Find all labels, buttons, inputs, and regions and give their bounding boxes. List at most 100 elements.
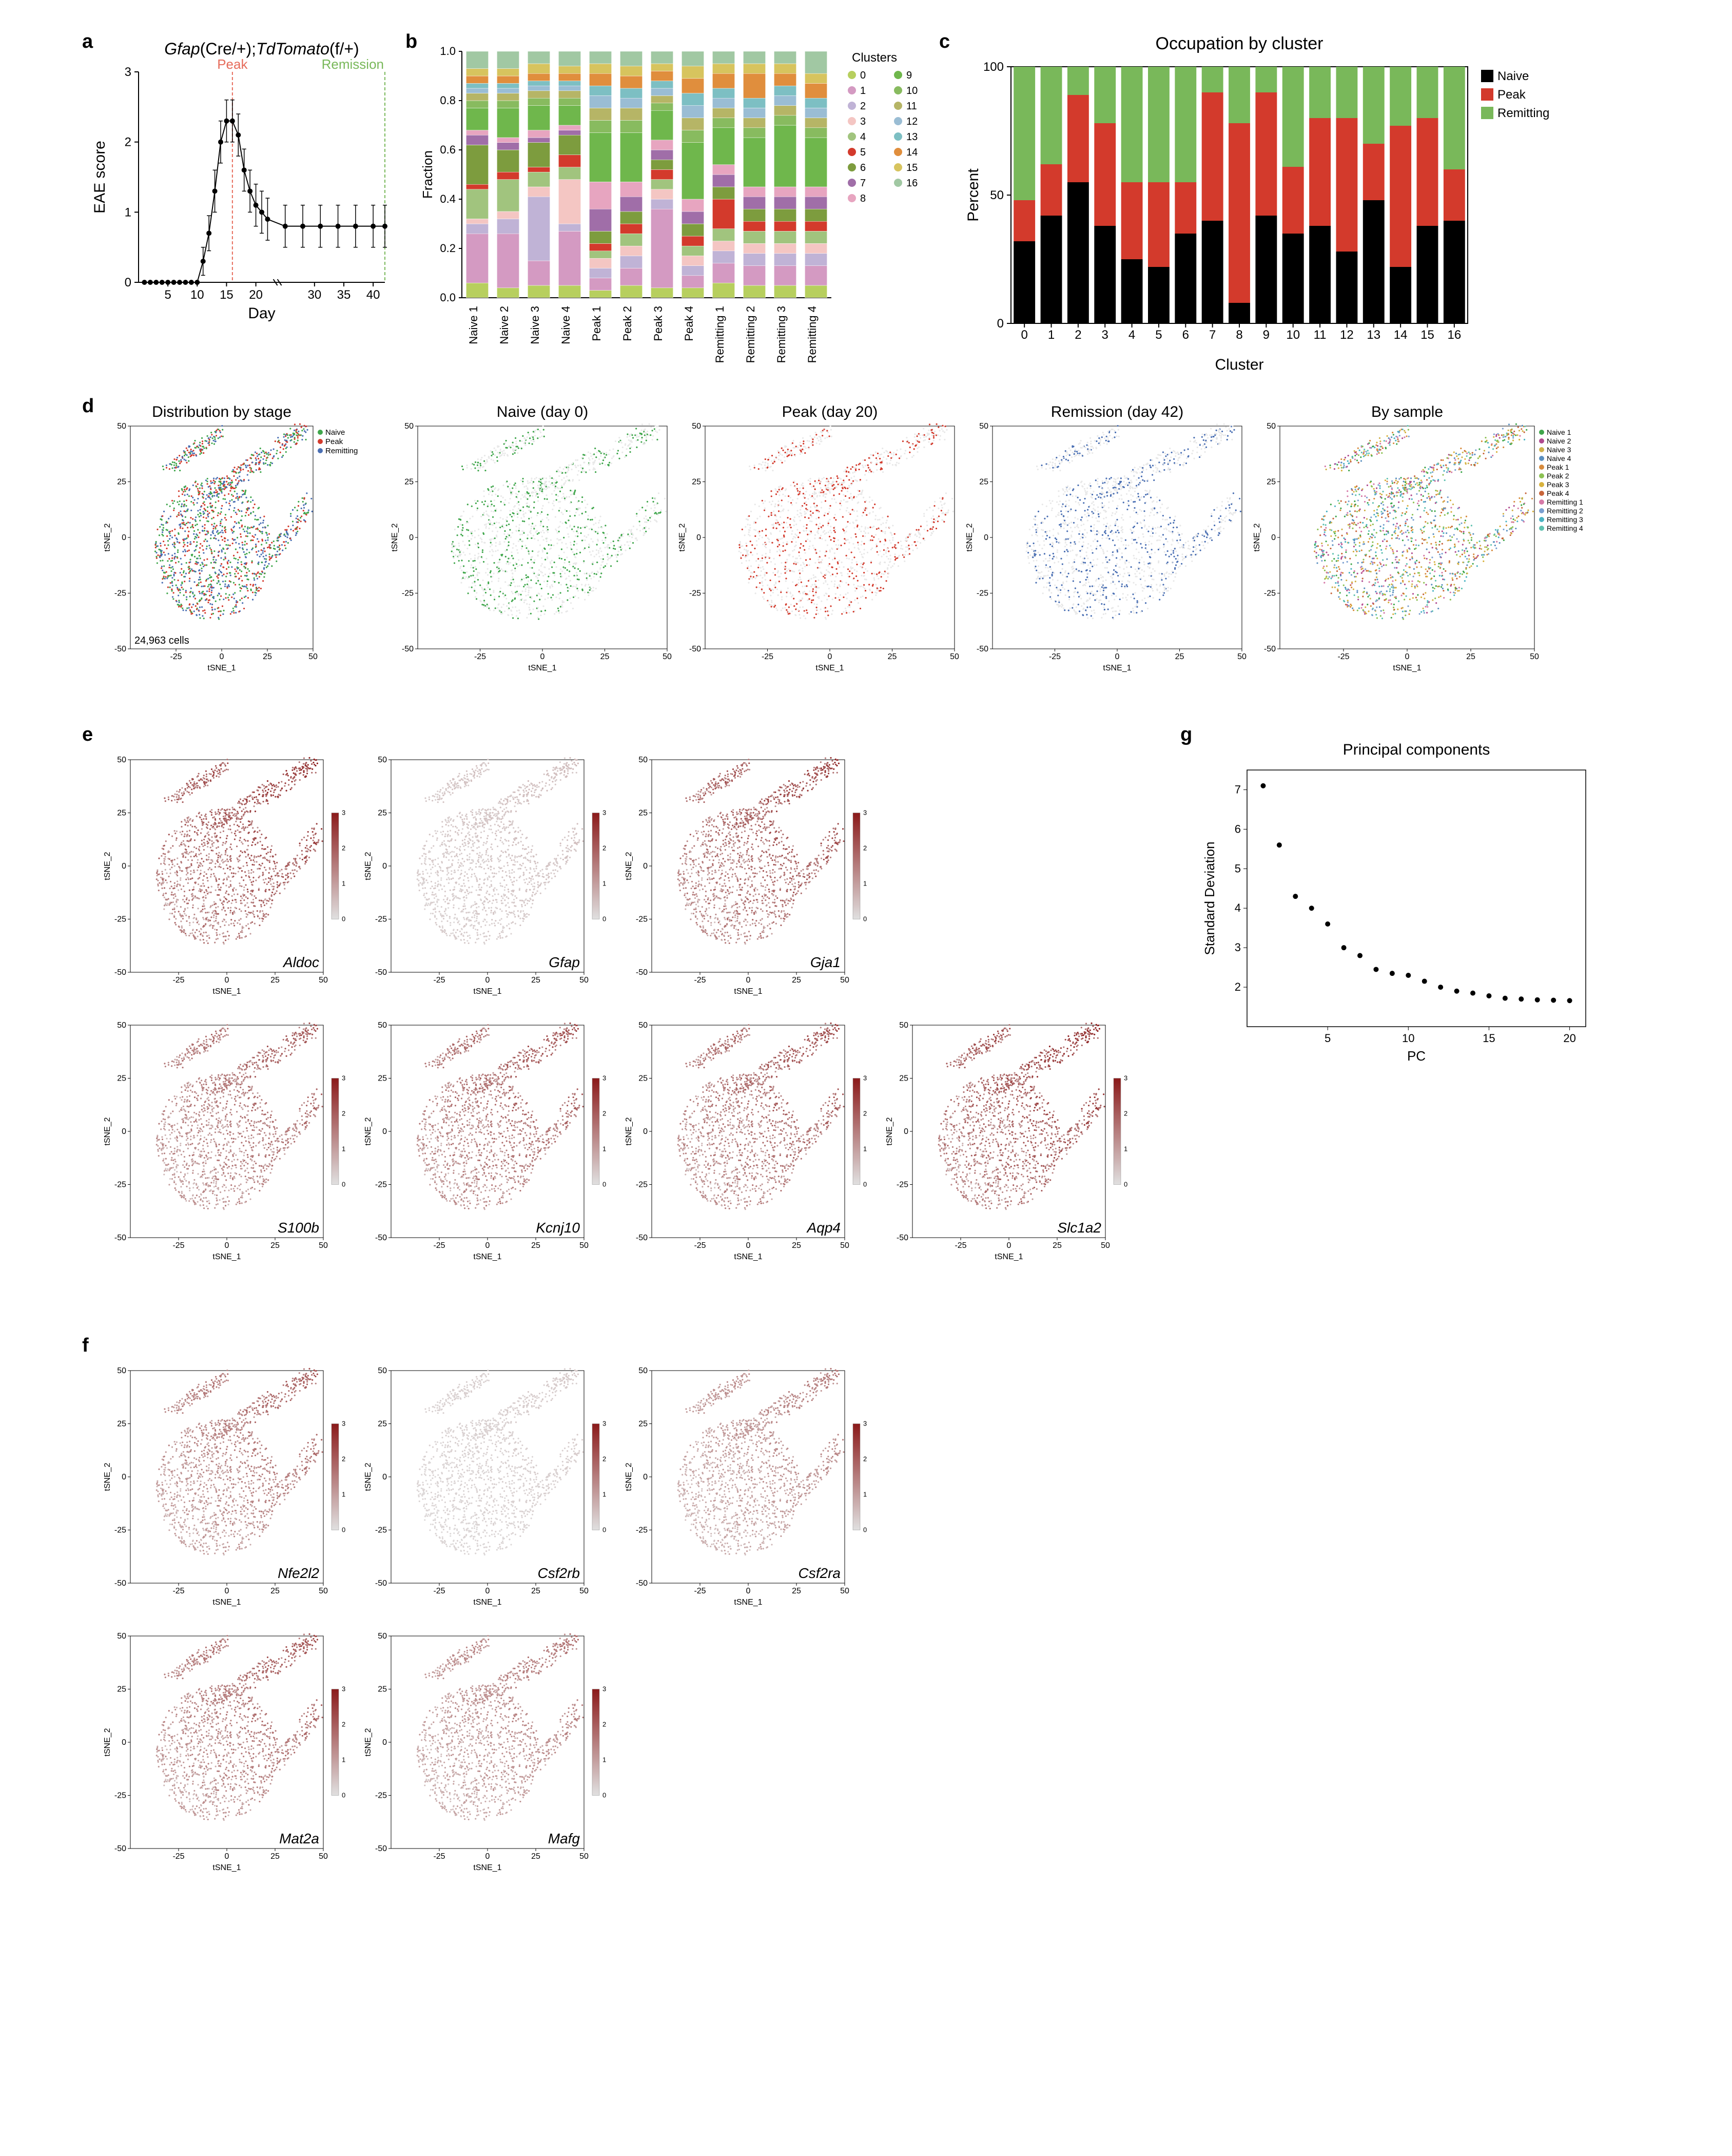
svg-text:9: 9 — [906, 70, 912, 81]
svg-text:-50: -50 — [689, 645, 701, 653]
svg-text:10: 10 — [1286, 328, 1300, 342]
svg-text:2: 2 — [125, 136, 131, 149]
panel-d-container: Distribution by stage -25 0 25 50 -50 -25 0 25 50… — [103, 406, 1632, 693]
svg-text:14: 14 — [1394, 328, 1408, 342]
svg-text:Peak 2: Peak 2 — [621, 306, 634, 341]
svg-text:-25: -25 — [762, 652, 773, 661]
svg-text:7: 7 — [860, 178, 866, 189]
svg-text:10: 10 — [906, 85, 918, 97]
svg-text:Remitting 2: Remitting 2 — [744, 306, 757, 363]
svg-text:0.8: 0.8 — [440, 94, 456, 107]
svg-text:14: 14 — [906, 147, 918, 158]
svg-text:16: 16 — [1447, 328, 1461, 342]
svg-text:25: 25 — [404, 478, 414, 487]
svg-text:15: 15 — [220, 288, 233, 302]
svg-text:Clusters: Clusters — [852, 51, 897, 65]
svg-text:12: 12 — [906, 116, 918, 127]
svg-text:-25: -25 — [474, 652, 486, 661]
svg-text:Remitting 1: Remitting 1 — [713, 306, 726, 363]
svg-text:0: 0 — [540, 652, 545, 661]
svg-text:1: 1 — [1048, 328, 1055, 342]
svg-text:0: 0 — [696, 533, 701, 542]
svg-text:11: 11 — [906, 101, 917, 112]
svg-text:3: 3 — [125, 65, 131, 79]
svg-text:tSNE_1: tSNE_1 — [528, 664, 556, 672]
svg-text:2: 2 — [1075, 328, 1081, 342]
svg-text:Naive 1: Naive 1 — [467, 306, 480, 344]
svg-text:Peak (day 20): Peak (day 20) — [782, 406, 878, 420]
figure-container: a b c d e g f Gfap(Cre/+);TdTomato(f/+)P… — [0, 0, 1732, 2156]
svg-text:0: 0 — [828, 652, 832, 661]
svg-text:50: 50 — [117, 422, 126, 431]
panel-g-chart: Principal components5101520234567PCStand… — [1201, 739, 1601, 1068]
svg-text:Occupation by cluster: Occupation by cluster — [1156, 34, 1324, 53]
svg-text:0: 0 — [409, 533, 414, 542]
svg-text:Naive 3: Naive 3 — [529, 306, 541, 344]
svg-text:5: 5 — [1155, 328, 1162, 342]
svg-text:5: 5 — [164, 288, 171, 302]
svg-text:tSNE_2: tSNE_2 — [678, 523, 687, 551]
svg-text:Remitting: Remitting — [325, 447, 358, 455]
panel-a-chart: Gfap(Cre/+);TdTomato(f/+)PeakRemission01… — [92, 41, 400, 329]
svg-text:Fraction: Fraction — [421, 150, 435, 199]
svg-text:0.2: 0.2 — [440, 242, 456, 255]
svg-text:3: 3 — [860, 116, 866, 127]
panel-label-d: d — [82, 395, 94, 417]
svg-text:Peak 1: Peak 1 — [590, 306, 603, 341]
svg-text:Remitting 4: Remitting 4 — [806, 306, 819, 363]
svg-text:0: 0 — [220, 652, 224, 661]
svg-text:tSNE_2: tSNE_2 — [103, 523, 112, 551]
svg-text:-50: -50 — [114, 645, 126, 653]
svg-text:25: 25 — [692, 478, 701, 487]
svg-text:Remitting 3: Remitting 3 — [775, 306, 788, 363]
svg-text:Percent: Percent — [965, 168, 982, 222]
svg-text:Naive (day 0): Naive (day 0) — [497, 406, 588, 420]
svg-text:50: 50 — [692, 422, 701, 431]
svg-text:1: 1 — [860, 85, 866, 97]
svg-text:20: 20 — [249, 288, 263, 302]
svg-text:50: 50 — [663, 652, 672, 661]
svg-text:EAE score: EAE score — [92, 141, 108, 214]
svg-text:-25: -25 — [170, 652, 182, 661]
svg-text:6: 6 — [860, 162, 866, 174]
svg-text:Peak 4: Peak 4 — [683, 306, 695, 341]
svg-text:Cluster: Cluster — [1215, 356, 1263, 373]
svg-text:25: 25 — [117, 478, 126, 487]
svg-text:Distribution by stage: Distribution by stage — [152, 406, 291, 420]
svg-text:Peak: Peak — [325, 437, 343, 446]
panel-label-e: e — [82, 724, 93, 746]
svg-text:8: 8 — [860, 193, 866, 204]
svg-text:4: 4 — [860, 131, 866, 143]
panel-label-c: c — [939, 31, 950, 53]
svg-text:15: 15 — [906, 162, 918, 174]
svg-text:24,963 cells: 24,963 cells — [134, 635, 189, 646]
panel-f-container: -2502550-50-2502550tSNE_1tSNE_2Nfe2l2012… — [103, 1350, 1155, 1925]
svg-text:50: 50 — [990, 188, 1004, 202]
svg-text:Naive: Naive — [325, 428, 345, 437]
svg-text:11: 11 — [1314, 328, 1327, 342]
svg-text:Naive 2: Naive 2 — [498, 306, 511, 344]
svg-text:13: 13 — [1367, 328, 1380, 342]
panel-label-f: f — [82, 1335, 89, 1357]
svg-text:-25: -25 — [402, 589, 414, 598]
svg-text:16: 16 — [906, 178, 918, 189]
svg-text:0.6: 0.6 — [440, 143, 456, 156]
svg-text:35: 35 — [337, 288, 351, 302]
svg-text:40: 40 — [366, 288, 380, 302]
svg-text:-50: -50 — [402, 645, 414, 653]
svg-text:Naive: Naive — [1497, 69, 1529, 83]
panel-label-b: b — [405, 31, 417, 53]
svg-text:7: 7 — [1209, 328, 1216, 342]
svg-text:1.0: 1.0 — [440, 45, 456, 57]
svg-text:25: 25 — [888, 652, 897, 661]
svg-text:tSNE_1: tSNE_1 — [207, 664, 236, 672]
svg-text:1: 1 — [125, 205, 131, 219]
svg-text:5: 5 — [860, 147, 866, 158]
svg-text:0: 0 — [997, 317, 1004, 331]
svg-text:Peak: Peak — [217, 56, 248, 72]
svg-text:4: 4 — [1128, 328, 1135, 342]
panel-c-chart: Occupation by cluster050100PercentCluste… — [965, 31, 1581, 380]
svg-text:30: 30 — [308, 288, 322, 302]
svg-text:tSNE_1: tSNE_1 — [815, 664, 844, 672]
svg-text:15: 15 — [1420, 328, 1434, 342]
